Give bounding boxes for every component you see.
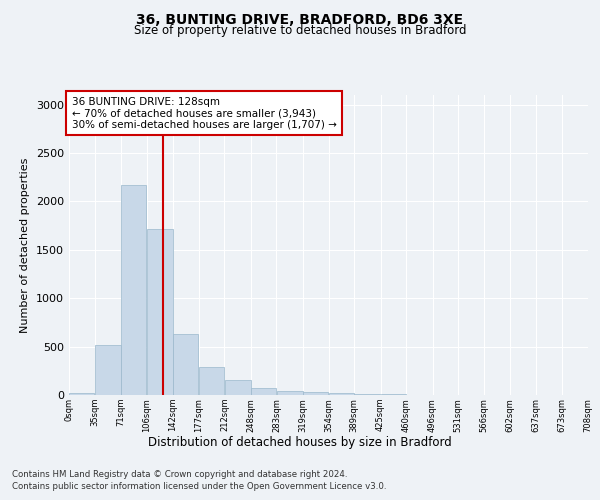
Bar <box>251 388 276 395</box>
Text: 36, BUNTING DRIVE, BRADFORD, BD6 3XE: 36, BUNTING DRIVE, BRADFORD, BD6 3XE <box>136 12 464 26</box>
Bar <box>199 367 224 395</box>
Bar <box>355 394 380 395</box>
Bar <box>381 394 406 395</box>
Bar <box>69 392 94 395</box>
Bar <box>329 393 354 395</box>
Text: Contains HM Land Registry data © Crown copyright and database right 2024.: Contains HM Land Registry data © Crown c… <box>12 470 347 479</box>
Bar <box>95 344 121 395</box>
Bar <box>277 390 302 395</box>
Bar <box>121 184 146 395</box>
Bar <box>147 228 173 395</box>
Bar <box>224 380 251 395</box>
Text: Size of property relative to detached houses in Bradford: Size of property relative to detached ho… <box>134 24 466 37</box>
Text: Contains public sector information licensed under the Open Government Licence v3: Contains public sector information licen… <box>12 482 386 491</box>
Text: 36 BUNTING DRIVE: 128sqm
← 70% of detached houses are smaller (3,943)
30% of sem: 36 BUNTING DRIVE: 128sqm ← 70% of detach… <box>71 96 337 130</box>
Y-axis label: Number of detached properties: Number of detached properties <box>20 158 31 332</box>
Text: Distribution of detached houses by size in Bradford: Distribution of detached houses by size … <box>148 436 452 449</box>
Bar <box>173 334 199 395</box>
Bar <box>303 392 328 395</box>
